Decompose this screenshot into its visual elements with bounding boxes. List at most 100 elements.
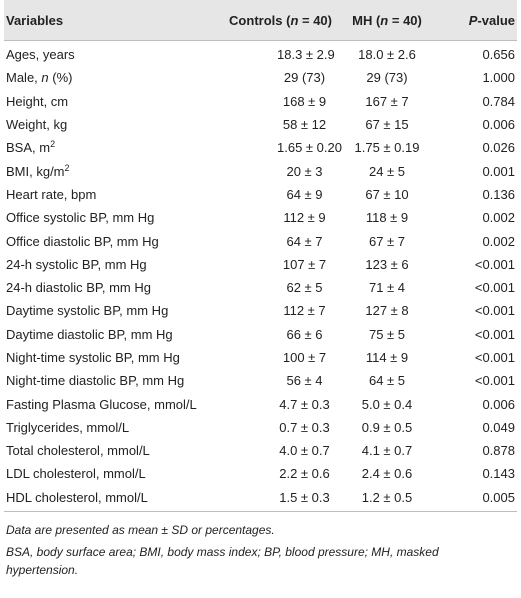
p-value: <0.001 xyxy=(474,256,515,272)
table-row: 24-h diastolic BP, mm Hg 62 ± 5 71 ± 4 <0.0… xyxy=(4,276,517,299)
controls-value: 112 ± 9 xyxy=(283,210,326,226)
controls-value: 2.2 ± 0.6 xyxy=(279,466,330,482)
row-label: Office systolic BP, mm Hg xyxy=(6,210,155,226)
p-value: 0.049 xyxy=(482,419,515,435)
table-row: Fasting Plasma Glucose, mmol/L 4.7 ± 0.3 5… xyxy=(4,392,517,415)
table-row: Male, n (%) 29 (73) 29 (73) 1.000 xyxy=(4,66,517,89)
mh-value: 2.4 ± 0.6 xyxy=(361,466,413,482)
row-label: Ages, years xyxy=(6,47,75,63)
mh-value: 114 ± 9 xyxy=(365,350,409,365)
mh-value: 1.2 ± 0.5 xyxy=(332,485,442,512)
p-value: <0.001 xyxy=(474,280,515,296)
baseline-characteristics-table: Variables Controls (n = 40) MH (n = 40) … xyxy=(4,0,517,512)
mh-value: 71 ± 4 xyxy=(368,280,406,296)
mh-value: 1.75 ± 0.19 xyxy=(354,140,420,156)
controls-value: 0.7 ± 0.3 xyxy=(279,419,330,435)
row-label: Fasting Plasma Glucose, mmol/L xyxy=(6,396,197,412)
table-row: BSA, m2 1.65 ± 0.20 1.75 ± 0.19 0.026 xyxy=(4,136,517,159)
footnote-abbreviations: BSA, body surface area; BMI, body mass i… xyxy=(6,544,439,577)
row-label: Night-time systolic BP, mm Hg xyxy=(6,350,180,365)
row-label: Triglycerides, mmol/L xyxy=(6,419,130,435)
row-label: Daytime diastolic BP, mm Hg xyxy=(6,326,173,342)
mh-value: 167 ± 7 xyxy=(365,93,409,109)
controls-value: 1.65 ± 0.20 xyxy=(277,140,342,156)
p-value: 0.143 xyxy=(482,466,515,482)
row-label: 24-h diastolic BP, mm Hg xyxy=(6,280,151,296)
table-row: Office diastolic BP, mm Hg 64 ± 7 67 ± 7 0.… xyxy=(4,229,517,252)
mh-value: 64 ± 5 xyxy=(368,373,406,389)
mh-value: 18.0 ± 2.6 xyxy=(358,47,416,63)
controls-value: 4.7 ± 0.3 xyxy=(279,396,330,412)
controls-value: 64 ± 7 xyxy=(286,233,323,249)
controls-value: 64 ± 9 xyxy=(286,186,323,202)
row-label: Heart rate, bpm xyxy=(6,186,97,202)
mh-value: 75 ± 5 xyxy=(368,326,406,342)
p-value: 0.784 xyxy=(482,93,515,109)
controls-value: 18.3 ± 2.9 xyxy=(277,47,335,63)
p-value: 0.002 xyxy=(482,210,515,226)
table-header: Variables Controls (n = 40) MH (n = 40) … xyxy=(4,0,517,41)
header-row: Variables Controls (n = 40) MH (n = 40) … xyxy=(4,0,517,41)
controls-value: 62 ± 5 xyxy=(286,280,323,296)
row-label: Night-time diastolic BP, mm Hg xyxy=(6,373,185,389)
p-value: 1.000 xyxy=(482,70,515,86)
mh-value: 127 ± 8 xyxy=(365,303,409,319)
p-value: 0.878 xyxy=(482,443,515,459)
row-label: BMI, kg/m2 xyxy=(6,162,70,179)
controls-value: 100 ± 7 xyxy=(282,350,327,365)
controls-value: 58 ± 12 xyxy=(282,117,327,133)
header-controls: Controls (n = 40) xyxy=(202,0,332,41)
p-value: 0.002 xyxy=(482,233,515,249)
row-label: Weight, kg xyxy=(6,117,68,133)
p-value: 0.136 xyxy=(482,186,515,202)
mh-value: 0.9 ± 0.5 xyxy=(361,419,413,435)
header-mh: MH (n = 40) xyxy=(332,0,442,41)
header-variables: Variables xyxy=(4,0,202,41)
header-pvalue: P-value xyxy=(442,0,517,41)
p-value: <0.001 xyxy=(474,303,515,319)
p-value: 0.005 xyxy=(442,485,517,512)
table-row: Triglycerides, mmol/L 0.7 ± 0.3 0.9 ± 0.5 0… xyxy=(4,416,517,439)
controls-value: 1.5 ± 0.3 xyxy=(202,485,332,512)
row-label: Office diastolic BP, mm Hg xyxy=(6,233,159,249)
mh-value: 29 (73) xyxy=(366,70,408,86)
mh-value: 67 ± 7 xyxy=(368,233,406,249)
mh-value: 123 ± 6 xyxy=(365,256,409,272)
controls-value: 20 ± 3 xyxy=(286,163,323,179)
p-value: 0.006 xyxy=(482,117,515,133)
table-row: Office systolic BP, mm Hg 112 ± 9 118 ± 9 0… xyxy=(4,206,517,229)
mh-value: 24 ± 5 xyxy=(368,163,406,179)
table-body: Ages, years 18.3 ± 2.9 18.0 ± 2.6 0.656 Male… xyxy=(4,41,517,512)
table-container: Variables Controls (n = 40) MH (n = 40) … xyxy=(4,0,517,579)
mh-value: 67 ± 15 xyxy=(365,117,409,133)
controls-value: 56 ± 4 xyxy=(286,373,323,389)
controls-value: 66 ± 6 xyxy=(286,326,323,342)
row-label: Total cholesterol, mmol/L xyxy=(6,443,150,459)
controls-value: 112 ± 7 xyxy=(283,303,326,319)
p-value: <0.001 xyxy=(474,350,515,365)
row-label: Height, cm xyxy=(6,93,69,109)
table-row: Heart rate, bpm 64 ± 9 67 ± 10 0.136 xyxy=(4,183,517,206)
table-row: Ages, years 18.3 ± 2.9 18.0 ± 2.6 0.656 xyxy=(4,41,517,67)
controls-value: 29 (73) xyxy=(283,70,326,86)
row-label: Male, n (%) xyxy=(6,70,73,86)
footnote-data-format: Data are presented as mean ± SD or perce… xyxy=(6,522,275,537)
row-label: HDL cholesterol, mmol/L xyxy=(4,485,202,512)
row-label: LDL cholesterol, mmol/L xyxy=(6,466,146,482)
table-row: Night-time systolic BP, mm Hg 100 ± 7 114 … xyxy=(4,346,517,369)
row-label: BSA, m2 xyxy=(6,139,56,156)
controls-value: 168 ± 9 xyxy=(282,93,327,109)
p-value: 0.656 xyxy=(482,47,515,63)
p-value: 0.001 xyxy=(482,163,515,179)
mh-value: 67 ± 10 xyxy=(365,186,409,202)
p-value: <0.001 xyxy=(474,326,515,342)
table-footnotes: Data are presented as mean ± SD or perce… xyxy=(4,521,517,579)
table-row: BMI, kg/m2 20 ± 3 24 ± 5 0.001 xyxy=(4,159,517,182)
p-value: 0.006 xyxy=(482,396,515,412)
mh-value: 4.1 ± 0.7 xyxy=(361,443,413,459)
row-label: 24-h systolic BP, mm Hg xyxy=(6,256,147,272)
mh-value: 118 ± 9 xyxy=(365,210,409,226)
table-row: HDL cholesterol, mmol/L 1.5 ± 0.3 1.2 ± 0.… xyxy=(4,485,517,512)
table-row: 24-h systolic BP, mm Hg 107 ± 7 123 ± 6 <0.… xyxy=(4,253,517,276)
table-row: Daytime systolic BP, mm Hg 112 ± 7 127 ± 8… xyxy=(4,299,517,322)
